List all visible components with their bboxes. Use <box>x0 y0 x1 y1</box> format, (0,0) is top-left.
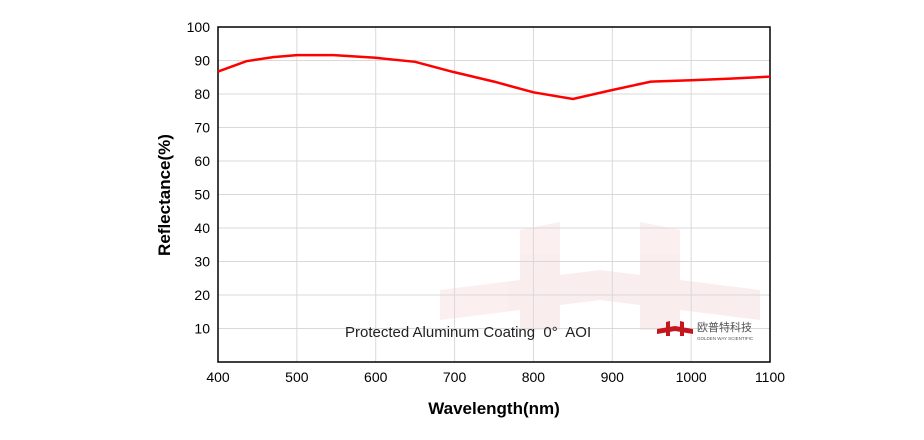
y-tick-label: 70 <box>194 120 210 136</box>
y-tick-label: 20 <box>194 287 210 303</box>
x-tick-label: 500 <box>285 369 309 385</box>
y-tick-label: 90 <box>194 53 210 69</box>
x-tick-label: 700 <box>443 369 467 385</box>
y-tick-label: 60 <box>194 153 210 169</box>
logo-mark-icon <box>657 321 693 336</box>
y-tick-label: 50 <box>194 187 210 203</box>
series-line <box>217 53 771 101</box>
y-tick-label: 30 <box>194 254 210 270</box>
logo-text-cn: 欧普特科技 <box>697 320 752 334</box>
x-tick-label: 1000 <box>676 369 707 385</box>
y-axis-label: Reflectance(%) <box>155 134 174 256</box>
y-tick-label: 100 <box>187 19 211 35</box>
x-axis-label: Wavelength(nm) <box>428 399 560 418</box>
company-logo: 欧普特科技 GOLDEN WAY SCIENTIFIC <box>657 320 754 341</box>
plot-frame <box>217 26 771 363</box>
coating-annotation: Protected Aluminum Coating 0° AOI <box>345 324 591 341</box>
x-tick-label: 1100 <box>755 369 785 385</box>
x-tick-label: 800 <box>522 369 546 385</box>
y-tick-label: 10 <box>194 321 210 337</box>
x-tick-label: 600 <box>364 369 388 385</box>
watermark-logo <box>440 222 760 330</box>
y-tick-label: 40 <box>194 220 210 236</box>
x-tick-labels: 400 500 600 700 800 900 1000 1100 <box>206 369 785 385</box>
logo-text-en: GOLDEN WAY SCIENTIFIC <box>697 336 754 341</box>
y-tick-label: 80 <box>194 86 210 102</box>
y-tick-labels: 10 20 30 40 50 60 70 80 90 100 <box>187 19 211 337</box>
x-tick-label: 900 <box>601 369 625 385</box>
x-tick-label: 400 <box>206 369 230 385</box>
